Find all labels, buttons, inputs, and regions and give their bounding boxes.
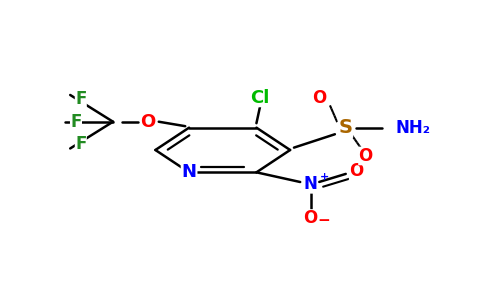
Text: Cl: Cl	[251, 89, 270, 107]
Text: S: S	[338, 118, 352, 137]
Text: F: F	[70, 113, 82, 131]
Text: O: O	[312, 89, 326, 107]
Text: NH₂: NH₂	[396, 119, 431, 137]
Text: O: O	[349, 162, 363, 180]
Text: F: F	[75, 135, 87, 153]
Text: N: N	[303, 175, 318, 193]
Text: O: O	[303, 209, 318, 227]
Text: F: F	[75, 90, 87, 108]
Text: O: O	[140, 113, 156, 131]
Text: +: +	[319, 172, 329, 182]
Text: N: N	[182, 163, 197, 181]
Text: O: O	[359, 147, 373, 165]
Text: −: −	[318, 213, 331, 228]
